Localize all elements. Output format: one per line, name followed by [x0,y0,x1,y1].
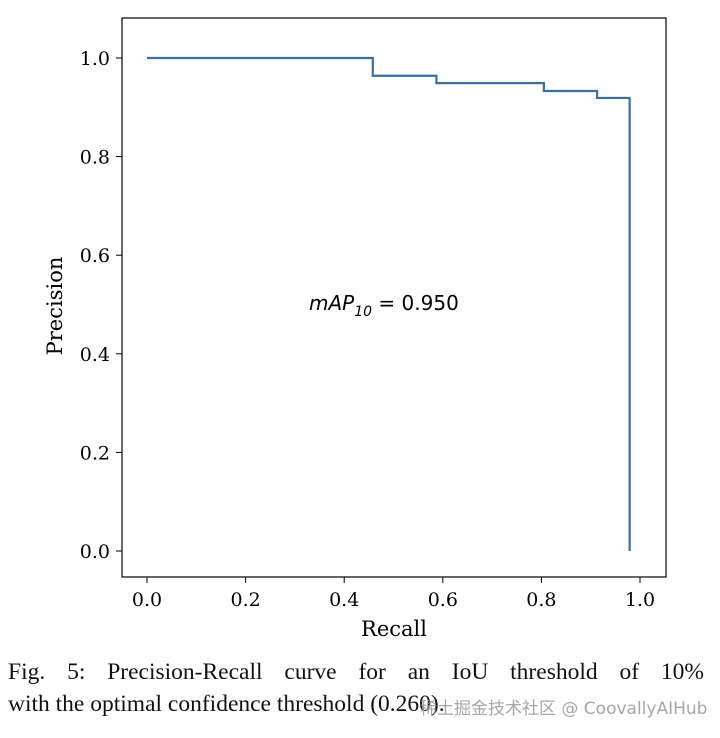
plot-frame [121,17,667,578]
x-axis-label: Recall [361,617,427,641]
y-tick-label: 0.8 [80,147,110,169]
y-axis-label: Precision [43,257,67,356]
y-tick-label: 0.4 [80,344,110,366]
x-tick-label: 0.8 [526,589,556,611]
x-tick-label: 0.2 [230,589,260,611]
map-annotation: mAP10 = 0.950 [309,291,459,320]
caption-line-2: with the optimal confidence threshold (0… [8,691,445,717]
caption-line-1: Fig. 5: Precision-Recall curve for an Io… [8,659,704,685]
pr-chart: 0.0 0.2 0.4 0.6 0.8 1.0 0.0 0.2 0.4 0.6 0.8 1.0 Re… [43,17,667,641]
watermark: 稀土掘金技术社区 @ CoovallyAIHub [420,699,708,719]
x-tick-label: 0.4 [329,589,359,611]
figure-caption: Fig. 5: Precision-Recall curve for an Io… [8,656,704,720]
y-tick-label: 0.2 [80,442,110,464]
y-tick-label: 0.0 [80,541,110,563]
y-tick-label: 0.6 [80,245,110,267]
y-tick-label: 1.0 [80,48,110,70]
x-tick-label: 0.6 [428,589,458,611]
x-tick-label: 1.0 [625,589,655,611]
x-tick-label: 0.0 [132,589,162,611]
pr-curve [147,56,631,551]
